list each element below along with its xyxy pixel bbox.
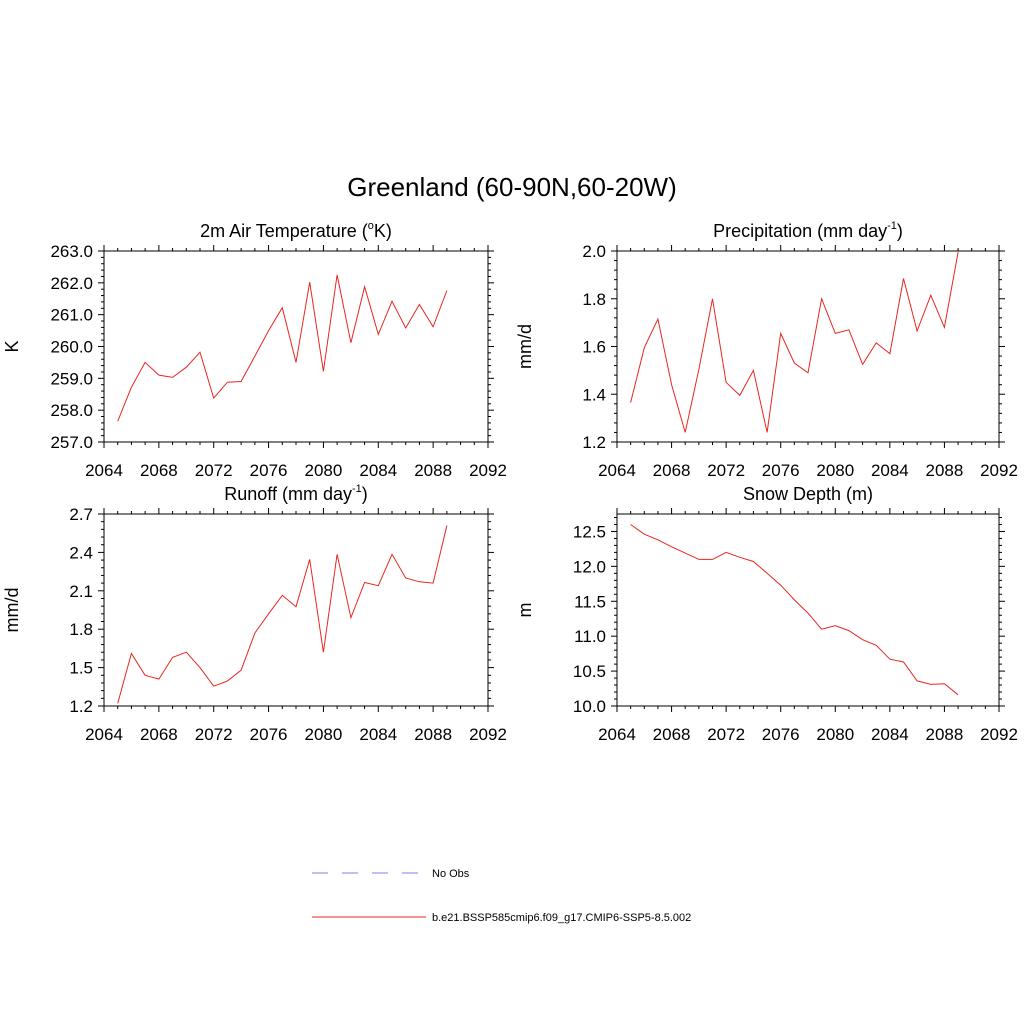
y-tick-label: 1.5: [69, 659, 93, 678]
series-line-1: [630, 252, 959, 433]
y-axis-label: m: [515, 603, 535, 618]
x-tick-label: 2084: [871, 725, 909, 744]
panel-title: 2m Air Temperature (oK): [200, 220, 392, 241]
panel-title: Precipitation (mm day-1): [713, 220, 903, 241]
panel-title-text: 2m Air Temperature (: [200, 221, 368, 241]
y-tick-label: 11.5: [574, 592, 606, 611]
x-tick-label: 2064: [598, 725, 636, 744]
series-line-1: [117, 525, 448, 704]
x-tick-label: 2092: [980, 725, 1018, 744]
y-axis-label: mm/d: [515, 324, 535, 369]
y-tick-label: 259.0: [50, 369, 93, 388]
x-tick-label: 2092: [469, 725, 507, 744]
panel-title-superscript: o: [368, 220, 374, 232]
panel-title-superscript: -1: [887, 220, 897, 232]
panel-title-text: Runoff (mm day: [224, 484, 352, 504]
y-tick-label: 1.4: [582, 385, 606, 404]
legend-label-model-run: b.e21.BSSP585cmip6.f09_g17.CMIP6-SSP5-8.…: [432, 912, 691, 924]
legend: No Obs b.e21.BSSP585cmip6.f09_g17.CMIP6-…: [312, 868, 691, 924]
panel-title-suffix: K): [374, 221, 392, 241]
x-tick-label: 2068: [140, 461, 178, 480]
y-tick-label: 2.7: [69, 505, 93, 524]
legend-item-no-obs: No Obs: [312, 868, 470, 880]
y-tick-label: 1.2: [69, 697, 93, 716]
plot-frame: [616, 250, 1000, 443]
x-tick-label: 2088: [926, 461, 964, 480]
y-axis-label: mm/d: [2, 588, 22, 633]
panel-4: 2064 2068 2072 2076 2080 2084 2088 2092 10.0 10.5…: [515, 484, 1018, 744]
y-tick-label: 10.0: [573, 697, 606, 716]
x-tick-label: 2092: [980, 461, 1018, 480]
x-tick-label: 2064: [598, 461, 636, 480]
x-tick-label: 2068: [653, 461, 691, 480]
y-tick-label: 12.5: [573, 522, 606, 541]
panel-title-suffix: ): [362, 484, 368, 504]
y-tick-label: 1.6: [582, 338, 606, 357]
panel-title-text: Precipitation (mm day: [713, 221, 887, 241]
figure-title: Greenland (60-90N,60-20W): [347, 172, 677, 202]
y-tick-label: 263.0: [50, 242, 93, 261]
x-tick-label: 2068: [140, 725, 178, 744]
series-line-1: [630, 524, 959, 696]
plot-frame: [103, 250, 489, 443]
x-tick-label: 2080: [816, 725, 854, 744]
y-tick-label: 12.0: [573, 557, 606, 576]
legend-item-model-run: b.e21.BSSP585cmip6.f09_g17.CMIP6-SSP5-8.…: [312, 912, 691, 924]
y-tick-label: 257.0: [50, 433, 93, 452]
x-tick-label: 2064: [85, 725, 123, 744]
y-tick-label: 2.4: [69, 543, 93, 562]
y-axis-label: K: [2, 340, 22, 352]
x-tick-label: 2080: [305, 461, 343, 480]
y-tick-label: 2.0: [582, 242, 606, 261]
x-tick-label: 2088: [926, 725, 964, 744]
y-tick-label: 1.8: [69, 620, 93, 639]
x-tick-label: 2080: [305, 725, 343, 744]
panel-2: 2064 2068 2072 2076 2080 2084 2088 2092 1.2 1.4 1.…: [515, 220, 1018, 480]
panel-title: Runoff (mm day-1): [224, 483, 368, 504]
y-tick-label: 2.1: [69, 582, 93, 601]
x-tick-label: 2092: [469, 461, 507, 480]
x-tick-label: 2080: [816, 461, 854, 480]
y-tick-label: 11.0: [574, 627, 606, 646]
x-tick-label: 2076: [762, 725, 800, 744]
plot-frame: [616, 513, 1000, 707]
y-tick-label: 258.0: [50, 401, 93, 420]
x-tick-label: 2076: [250, 461, 288, 480]
panel-title-superscript: -1: [352, 483, 362, 495]
y-tick-label: 1.2: [582, 433, 606, 452]
x-tick-label: 2084: [871, 461, 909, 480]
plot-frame: [103, 513, 489, 707]
panel-3: 2064 2068 2072 2076 2080 2084 2088 2092 1.2 1.5 1.…: [2, 483, 507, 744]
panels: 2064 2068 2072 2076 2080 2084 2088 2092 257.0 258…: [2, 220, 1018, 744]
x-tick-label: 2084: [359, 461, 397, 480]
panel-title-suffix: ): [897, 221, 903, 241]
x-tick-label: 2072: [195, 461, 233, 480]
x-tick-label: 2076: [250, 725, 288, 744]
x-tick-label: 2076: [762, 461, 800, 480]
x-tick-label: 2088: [414, 461, 452, 480]
y-tick-label: 261.0: [50, 306, 93, 325]
x-tick-label: 2072: [195, 725, 233, 744]
x-tick-label: 2072: [707, 461, 745, 480]
x-tick-label: 2068: [653, 725, 691, 744]
y-tick-label: 10.5: [573, 662, 606, 681]
panel-1: 2064 2068 2072 2076 2080 2084 2088 2092 257.0 258…: [2, 220, 507, 480]
y-tick-label: 262.0: [50, 274, 93, 293]
x-tick-label: 2064: [85, 461, 123, 480]
legend-label-no-obs: No Obs: [432, 868, 470, 880]
series-line-1: [117, 274, 448, 422]
panel-title-text: Snow Depth (m): [743, 484, 873, 504]
x-tick-label: 2088: [414, 725, 452, 744]
y-tick-label: 260.0: [50, 338, 93, 357]
x-tick-label: 2084: [359, 725, 397, 744]
x-tick-label: 2072: [707, 725, 745, 744]
panel-title: Snow Depth (m): [743, 484, 873, 504]
y-tick-label: 1.8: [582, 290, 606, 309]
